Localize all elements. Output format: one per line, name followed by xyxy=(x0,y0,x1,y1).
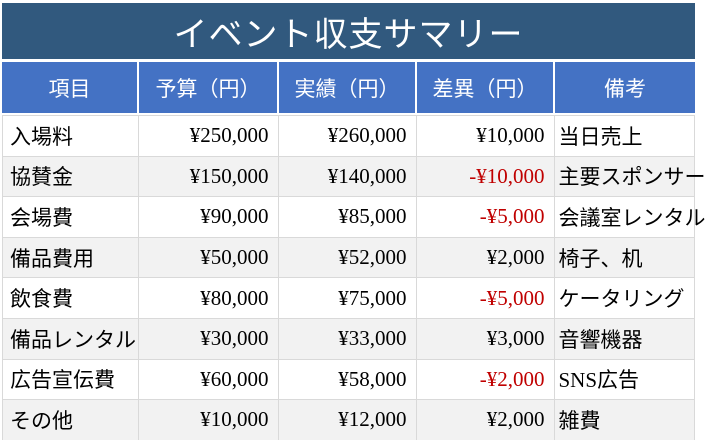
table-row: 飲食費 ¥80,000 ¥75,000 -¥5,000 ケータリング xyxy=(3,278,695,319)
budget-cell: ¥30,000 xyxy=(138,318,279,360)
budget-cell: ¥60,000 xyxy=(138,359,279,401)
budget-cell: ¥80,000 xyxy=(138,278,279,319)
actual-cell: ¥58,000 xyxy=(278,359,417,401)
item-cell: 協賛金 xyxy=(3,156,139,198)
table-row: 協賛金 ¥150,000 ¥140,000 -¥10,000 主要スポンサー xyxy=(3,156,706,198)
title-bar: イベント収支サマリー xyxy=(2,3,695,59)
diff-cell: ¥3,000 xyxy=(416,318,555,360)
diff-cell: ¥10,000 xyxy=(416,116,555,157)
item-cell: 入場料 xyxy=(3,116,139,157)
actual-cell: ¥140,000 xyxy=(278,156,417,198)
item-cell: その他 xyxy=(3,400,139,440)
table-body: 入場料 ¥250,000 ¥260,000 ¥10,000 当日売上 協賛金 ¥… xyxy=(2,115,706,440)
table-row: 備品レンタル ¥30,000 ¥33,000 ¥3,000 音響機器 xyxy=(3,318,695,360)
item-cell: 備品レンタル xyxy=(3,318,139,360)
actual-cell: ¥75,000 xyxy=(278,278,417,319)
diff-cell: ¥2,000 xyxy=(416,400,555,440)
header-item: 項目 xyxy=(2,62,139,113)
diff-cell: -¥10,000 xyxy=(416,156,555,198)
header-budget: 予算（円） xyxy=(139,62,279,113)
diff-cell: -¥5,000 xyxy=(416,278,555,319)
actual-cell: ¥12,000 xyxy=(278,400,417,440)
page-title: イベント収支サマリー xyxy=(173,15,524,54)
note-cell: 椅子、机 xyxy=(554,237,695,279)
note-cell: 音響機器 xyxy=(554,318,695,360)
summary-table: イベント収支サマリー 項目 予算（円） 実績（円） 差異（円） 備考 入場料 ¥… xyxy=(2,3,706,440)
header-note: 備考 xyxy=(555,62,695,113)
table-row: その他 ¥10,000 ¥12,000 ¥2,000 雑費 xyxy=(3,400,695,440)
budget-cell: ¥50,000 xyxy=(138,237,279,279)
diff-cell: -¥5,000 xyxy=(416,197,555,238)
diff-cell: ¥2,000 xyxy=(416,237,555,279)
diff-cell: -¥2,000 xyxy=(416,359,555,401)
item-cell: 飲食費 xyxy=(3,278,139,319)
note-cell: 会議室レンタル xyxy=(554,197,706,238)
table-row: 入場料 ¥250,000 ¥260,000 ¥10,000 当日売上 xyxy=(3,116,695,157)
note-cell: 主要スポンサー xyxy=(554,156,706,198)
note-cell: SNS広告 xyxy=(554,359,695,401)
note-cell: 雑費 xyxy=(554,400,695,440)
item-cell: 会場費 xyxy=(3,197,139,238)
actual-cell: ¥260,000 xyxy=(278,116,417,157)
actual-cell: ¥33,000 xyxy=(278,318,417,360)
actual-cell: ¥52,000 xyxy=(278,237,417,279)
item-cell: 広告宣伝費 xyxy=(3,359,139,401)
note-cell: 当日売上 xyxy=(554,116,695,157)
table-header-row: 項目 予算（円） 実績（円） 差異（円） 備考 xyxy=(2,62,695,113)
budget-cell: ¥90,000 xyxy=(138,197,279,238)
header-diff: 差異（円） xyxy=(417,62,555,113)
budget-cell: ¥150,000 xyxy=(138,156,279,198)
header-actual: 実績（円） xyxy=(279,62,417,113)
budget-cell: ¥10,000 xyxy=(138,400,279,440)
table-row: 備品費用 ¥50,000 ¥52,000 ¥2,000 椅子、机 xyxy=(3,237,695,279)
note-cell: ケータリング xyxy=(554,278,695,319)
budget-cell: ¥250,000 xyxy=(138,116,279,157)
table-row: 会場費 ¥90,000 ¥85,000 -¥5,000 会議室レンタル xyxy=(3,197,706,238)
actual-cell: ¥85,000 xyxy=(278,197,417,238)
table-row: 広告宣伝費 ¥60,000 ¥58,000 -¥2,000 SNS広告 xyxy=(3,359,695,401)
item-cell: 備品費用 xyxy=(3,237,139,279)
